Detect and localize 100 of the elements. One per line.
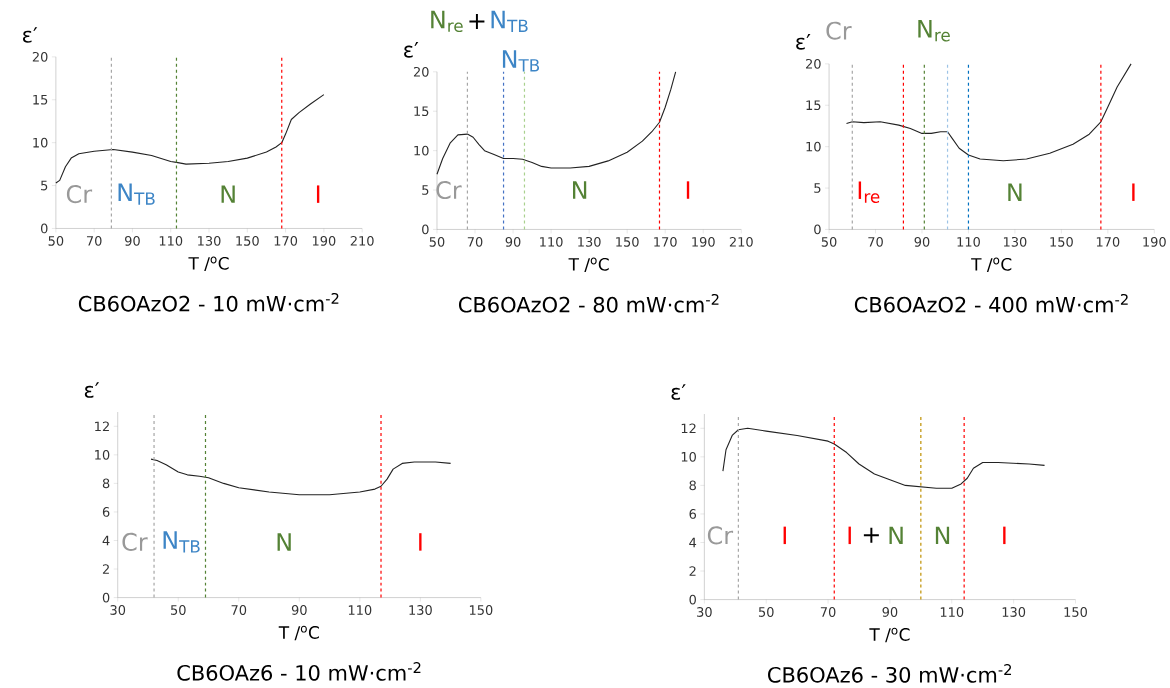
y-tick-label: 0 (40, 223, 48, 234)
y-tick-label: 5 (814, 183, 821, 193)
y-tick-label: 5 (41, 180, 48, 191)
annotation: Cr (122, 532, 148, 551)
line-series (55, 93, 325, 184)
y-axis-title: ε′ (404, 41, 419, 58)
y-tick-label: 0 (814, 224, 821, 235)
y-axis-title: ε′ (23, 26, 38, 43)
x-axis-title: T /$^{o}$C (278, 625, 319, 641)
text: N$_{re}$ (431, 10, 463, 32)
annotation: I (848, 526, 851, 544)
x-tick-label: 190 (1143, 236, 1166, 247)
x-axis-title: T /$^{o}$C (188, 256, 229, 271)
annotation: N (1008, 183, 1022, 201)
x-tick-label: 50 (48, 235, 64, 246)
x-tick-label: 50 (429, 236, 445, 247)
x-tick-label: 210 (350, 235, 374, 246)
text: CB6OAz6 - 30 mW·cm$^{-2}$ (768, 663, 1012, 683)
x-tick-label: 130 (198, 235, 221, 246)
x-tick-label: 110 (348, 604, 372, 615)
x-tick-label: 190 (312, 235, 336, 246)
y-tick-label: 6 (102, 506, 110, 517)
y-axis-title: ε′ (84, 382, 100, 398)
x-axis-title: T /$^{o}$C (568, 257, 609, 272)
annotation: I (316, 185, 320, 203)
annotation: N (573, 181, 587, 199)
line-series (845, 63, 1132, 162)
y-tick-label: 12 (95, 421, 109, 431)
x-tick-label: 30 (110, 604, 126, 615)
y-tick-label: 2 (102, 564, 109, 574)
x-tick-label: 50 (821, 236, 837, 247)
y-tick-label: 20 (32, 51, 48, 62)
x-tick-label: 30 (697, 606, 712, 617)
annotation: I (783, 526, 786, 544)
annotation: Cr (66, 184, 93, 204)
x-tick-label: 70 (467, 236, 483, 247)
x-tick-label: 110 (159, 235, 183, 246)
y-tick-label: 8 (102, 478, 110, 489)
y-tick-label: 10 (95, 449, 110, 460)
annotation: I (686, 181, 690, 199)
x-tick-label: 70 (231, 604, 247, 615)
annotation: N$_{TB}$ (163, 531, 200, 553)
annotation: I$_{re}$ (858, 181, 880, 203)
x-tick-label: 130 (1003, 236, 1027, 247)
x-axis-title: T /$^{o}$C (869, 627, 910, 643)
text: + (469, 13, 485, 29)
x-tick-label: 210 (729, 236, 753, 247)
line-series (150, 458, 452, 496)
annotation: + (863, 527, 879, 543)
y-tick-label: 4 (102, 535, 110, 546)
x-tick-label: 150 (1064, 606, 1087, 617)
annotation: Cr (436, 180, 462, 199)
x-tick-label: 150 (236, 235, 259, 246)
y-tick-label: 0 (689, 594, 696, 605)
y-tick-label: 15 (806, 100, 821, 110)
text: N$_{re}$ (918, 19, 950, 42)
x-tick-label: 110 (957, 236, 980, 247)
y-tick-label: 2 (689, 566, 696, 576)
x-tick-label: 90 (291, 604, 307, 615)
text: N$_{TB}$ (491, 10, 528, 32)
x-tick-label: 90 (505, 236, 521, 247)
text: CB6OAz6 - 10 mW·cm$^{-2}$ (177, 661, 421, 681)
y-tick-label: 4 (689, 537, 697, 548)
y-tick-label: 8 (689, 480, 696, 491)
y-tick-label: 20 (806, 58, 821, 69)
x-tick-label: 90 (125, 235, 140, 246)
annotation: N (221, 185, 235, 203)
x-tick-label: 130 (409, 604, 432, 615)
y-tick-label: 6 (689, 508, 697, 519)
annotation: N$_{TB}$ (118, 183, 155, 205)
annotation: N (935, 526, 950, 544)
y-axis-title: ε′ (796, 33, 811, 50)
y-tick-label: 15 (33, 94, 48, 105)
x-tick-label: 170 (654, 236, 677, 247)
x-tick-label: 110 (540, 236, 563, 247)
x-tick-label: 70 (868, 236, 883, 247)
text: CB6OAzO2 - 10 mW·cm$^{-2}$ (78, 292, 339, 312)
y-axis-title: ε′ (671, 384, 686, 400)
x-tick-label: 130 (578, 236, 601, 247)
x-tick-label: 90 (914, 236, 930, 247)
x-tick-label: 130 (1002, 606, 1026, 617)
x-axis-title: T /$^{o}$C (971, 257, 1012, 272)
y-tick-label: 10 (414, 145, 429, 156)
annotation: N (889, 526, 903, 544)
annotation: Cr (707, 526, 734, 545)
y-tick-label: 10 (681, 451, 696, 462)
x-tick-label: 70 (820, 606, 836, 617)
annotation: I (1003, 526, 1006, 544)
x-tick-label: 150 (1050, 236, 1073, 247)
y-tick-label: 0 (422, 224, 429, 235)
y-tick-label: 5 (422, 185, 429, 195)
annotation: I (1132, 183, 1135, 201)
x-tick-label: 110 (940, 606, 964, 617)
x-tick-label: 90 (882, 606, 898, 617)
y-tick-label: 10 (33, 137, 48, 148)
line-series (436, 71, 677, 175)
y-tick-label: 10 (806, 141, 821, 152)
x-tick-label: 150 (469, 604, 493, 615)
y-tick-label: 20 (413, 66, 429, 77)
x-tick-label: 50 (758, 606, 774, 617)
